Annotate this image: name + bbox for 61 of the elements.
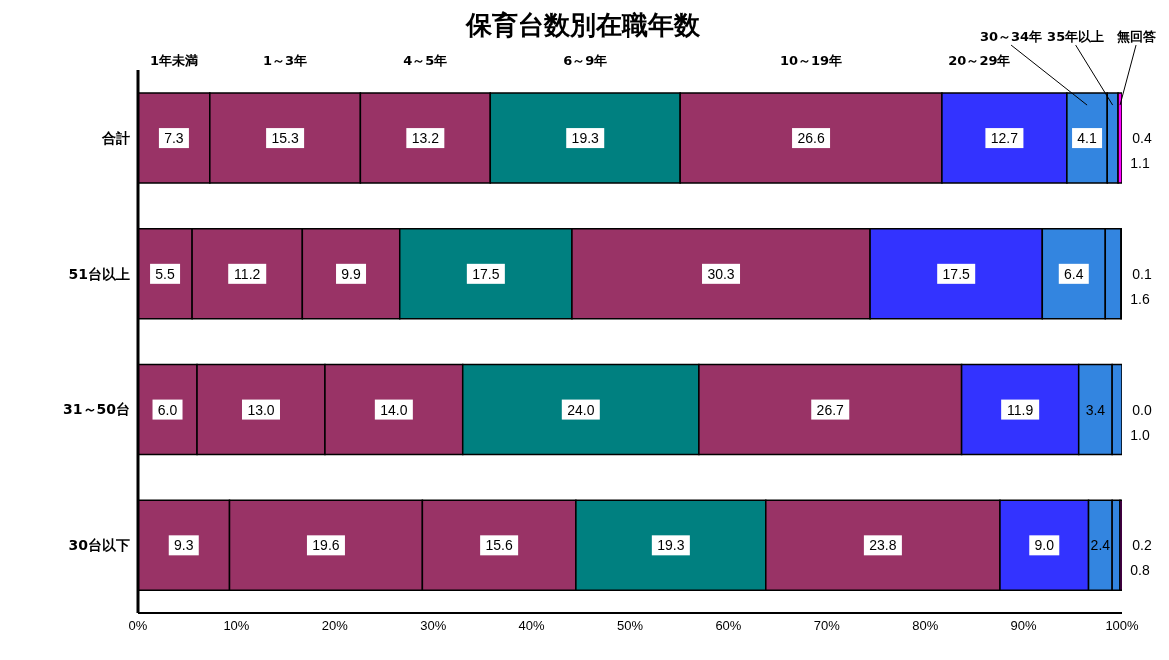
series-label: 1～3年 bbox=[263, 53, 308, 69]
data-label: 9.9 bbox=[341, 265, 361, 282]
text: 無回答 bbox=[1115, 29, 1156, 45]
x-tick-label: 90% bbox=[1010, 618, 1038, 634]
text: 35年以上 bbox=[1047, 29, 1105, 45]
data-label: 0.1 bbox=[1132, 265, 1152, 282]
data-label: 0.4 bbox=[1132, 130, 1152, 147]
x-tick-label: 100% bbox=[1105, 618, 1140, 634]
data-label: 1.6 bbox=[1130, 290, 1150, 307]
data-label: 4.1 bbox=[1077, 130, 1098, 147]
data-label: 1.0 bbox=[1130, 426, 1150, 443]
data-label: 15.6 bbox=[485, 537, 513, 554]
x-tick-label: 20% bbox=[321, 618, 349, 634]
data-label: 17.5 bbox=[472, 265, 500, 282]
x-tick-label: 10% bbox=[223, 618, 250, 634]
series-label: 1年未満 bbox=[149, 53, 198, 69]
data-label: 19.3 bbox=[657, 537, 685, 554]
data-label: 9.3 bbox=[174, 537, 194, 554]
x-tick-label: 60% bbox=[715, 618, 742, 634]
data-label: 14.0 bbox=[380, 401, 408, 418]
text: 30～34年 bbox=[979, 29, 1043, 45]
series-label: 4～5年 bbox=[403, 53, 448, 69]
data-label: 7.3 bbox=[164, 130, 184, 147]
data-label: 11.9 bbox=[1007, 401, 1034, 418]
data-label: 9.0 bbox=[1034, 537, 1055, 554]
y-tick-label: 30台以下 bbox=[68, 537, 130, 554]
data-label: 11.2 bbox=[234, 265, 261, 282]
data-label: 6.0 bbox=[157, 401, 178, 418]
y-tick-label: 31～50台 bbox=[63, 401, 130, 418]
data-label: 23.8 bbox=[869, 537, 897, 554]
data-label: 0.8 bbox=[1130, 562, 1150, 579]
data-label: 26.6 bbox=[797, 130, 825, 147]
data-label: 19.6 bbox=[312, 537, 340, 554]
x-tick-label: 40% bbox=[518, 618, 546, 634]
data-label: 26.7 bbox=[816, 401, 845, 418]
data-label: 1.1 bbox=[1130, 155, 1150, 172]
data-label: 15.3 bbox=[271, 130, 299, 147]
data-label: 5.5 bbox=[155, 265, 175, 282]
data-label: 0.2 bbox=[1132, 537, 1152, 554]
y-tick-label: 合計 bbox=[101, 129, 130, 146]
data-label: 13.2 bbox=[411, 130, 440, 147]
data-label: 19.3 bbox=[571, 130, 600, 147]
chart-title: 保育台数別在職年数 bbox=[466, 10, 700, 40]
data-label: 3.4 bbox=[1085, 401, 1106, 418]
data-label: 2.4 bbox=[1090, 537, 1111, 554]
data-label: 30.3 bbox=[707, 265, 735, 282]
series-label: 6～9年 bbox=[563, 53, 608, 69]
y-tick-label: 51台以上 bbox=[68, 265, 130, 282]
x-tick-label: 0% bbox=[128, 618, 148, 634]
data-label: 12.7 bbox=[990, 130, 1019, 147]
x-tick-label: 70% bbox=[813, 618, 841, 634]
x-tick-label: 30% bbox=[420, 618, 447, 634]
data-label: 0.0 bbox=[1132, 401, 1152, 418]
x-tick-label: 50% bbox=[616, 618, 644, 634]
data-label: 24.0 bbox=[567, 401, 595, 418]
data-label: 13.0 bbox=[247, 401, 275, 418]
series-label: 20～29年 bbox=[948, 53, 1011, 69]
series-label: 10～19年 bbox=[779, 53, 843, 69]
x-tick-label: 80% bbox=[912, 618, 939, 634]
data-label: 6.4 bbox=[1064, 265, 1084, 282]
data-label: 17.5 bbox=[942, 265, 971, 282]
